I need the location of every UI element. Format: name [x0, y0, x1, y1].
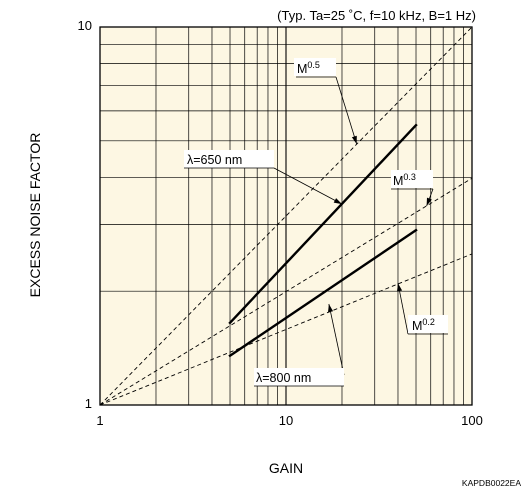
y-axis-label: EXCESS NOISE FACTOR	[27, 133, 43, 298]
label-lambda-650-text: λ=650 nm	[187, 153, 242, 167]
series-line-m0-2	[99, 253, 473, 406]
annotation-leaders	[273, 76, 434, 376]
series-layer	[99, 26, 473, 406]
label-lambda-800: λ=800 nm	[254, 368, 344, 387]
label-m05-exponent: 0.5	[307, 60, 320, 70]
label-m02-base: M	[412, 319, 422, 333]
plot-frame	[99, 26, 473, 406]
label-lambda-650: λ=650 nm	[184, 150, 274, 169]
leader-lambda-800	[328, 303, 345, 376]
leader-m05	[335, 76, 358, 145]
label-m03: M0.3	[391, 170, 433, 190]
x-tick-label-1: 1	[96, 413, 103, 428]
leader-lambda-650	[273, 167, 343, 205]
figure-code: KAPDB0022EA	[462, 478, 521, 488]
leader-lambda-650-arrowhead	[333, 198, 342, 205]
label-m03-exponent: 0.3	[403, 172, 416, 182]
label-lambda-800-text: λ=800 nm	[256, 371, 311, 385]
x-axis-label: GAIN	[269, 460, 303, 476]
svg-text:M0.3: M0.3	[393, 172, 416, 188]
y-tick-label-1: 1	[85, 396, 92, 411]
label-m03-base: M	[393, 174, 403, 188]
label-m02: M0.2	[408, 315, 448, 335]
svg-text:M0.5: M0.5	[297, 60, 320, 76]
series-line-800-nm	[228, 228, 418, 358]
x-tick-label-100: 100	[461, 413, 483, 428]
label-m05: M0.5	[294, 58, 336, 78]
series-line-650-nm	[228, 123, 418, 325]
label-m02-exponent: 0.2	[422, 317, 435, 327]
leader-m05-arrowhead	[351, 135, 357, 145]
leader-m02	[397, 283, 409, 335]
leader-m02-arrowhead	[397, 283, 403, 292]
x-tick-label-10: 10	[279, 413, 293, 428]
svg-text:M0.2: M0.2	[412, 317, 435, 333]
series-line-m0-3	[99, 177, 473, 406]
leader-m03-arrowhead	[426, 197, 432, 206]
leader-lambda-800-arrowhead	[328, 304, 334, 313]
chart-title: (Typ. Ta=25 ˚C, f=10 kHz, B=1 Hz)	[277, 8, 476, 23]
label-m05-base: M	[297, 62, 307, 76]
y-tick-label-10: 10	[78, 18, 92, 33]
series-line-m0-5	[99, 26, 473, 406]
